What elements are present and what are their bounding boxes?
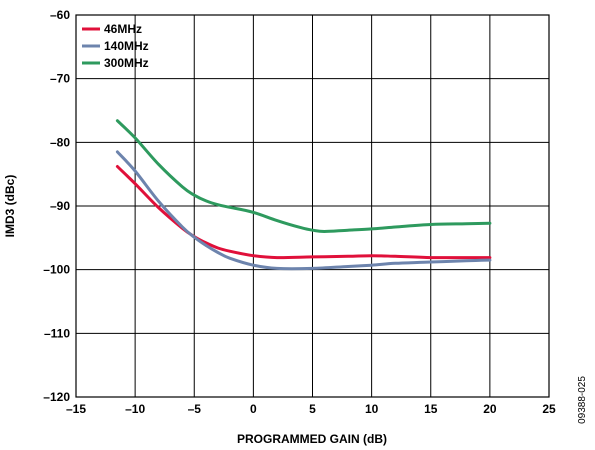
- legend-label-140mhz: 140MHz: [104, 39, 149, 53]
- x-tick-label: –10: [125, 402, 145, 416]
- tick-labels: –15 –10 –5 0 5 10 15 20 25 –60 –70 –80 –90 –100 –110 –1…: [43, 8, 556, 416]
- series-lines: [115, 119, 492, 271]
- y-tick-label: –100: [43, 263, 70, 277]
- series-line-140mhz: [115, 150, 492, 271]
- x-tick-label: –15: [66, 402, 86, 416]
- series-line-300mhz: [115, 119, 492, 233]
- y-tick-label: –90: [50, 199, 70, 213]
- figure-id: 09388-025: [577, 376, 588, 424]
- x-tick-label: 15: [424, 402, 438, 416]
- x-tick-label: 5: [309, 402, 316, 416]
- x-tick-label: 20: [483, 402, 497, 416]
- y-tick-label: –110: [44, 326, 70, 340]
- legend: 46MHz 140MHz 300MHz: [82, 22, 149, 70]
- legend-label-46mhz: 46MHz: [104, 22, 142, 36]
- x-tick-label: 25: [542, 402, 556, 416]
- series-line-46mhz: [115, 165, 492, 260]
- y-tick-label: –60: [50, 8, 70, 22]
- gridlines: [76, 15, 549, 397]
- legend-label-300mhz: 300MHz: [104, 56, 149, 70]
- x-tick-label: 0: [250, 402, 257, 416]
- x-tick-label: 10: [365, 402, 379, 416]
- y-tick-label: –70: [50, 72, 70, 86]
- x-tick-label: –5: [188, 402, 202, 416]
- y-axis-label: IMD3 (dBc): [3, 175, 17, 238]
- x-axis-label: PROGRAMMED GAIN (dB): [237, 432, 387, 446]
- plot-frame: [75, 14, 550, 398]
- y-tick-label: –80: [50, 135, 70, 149]
- y-tick-label: –120: [43, 390, 70, 404]
